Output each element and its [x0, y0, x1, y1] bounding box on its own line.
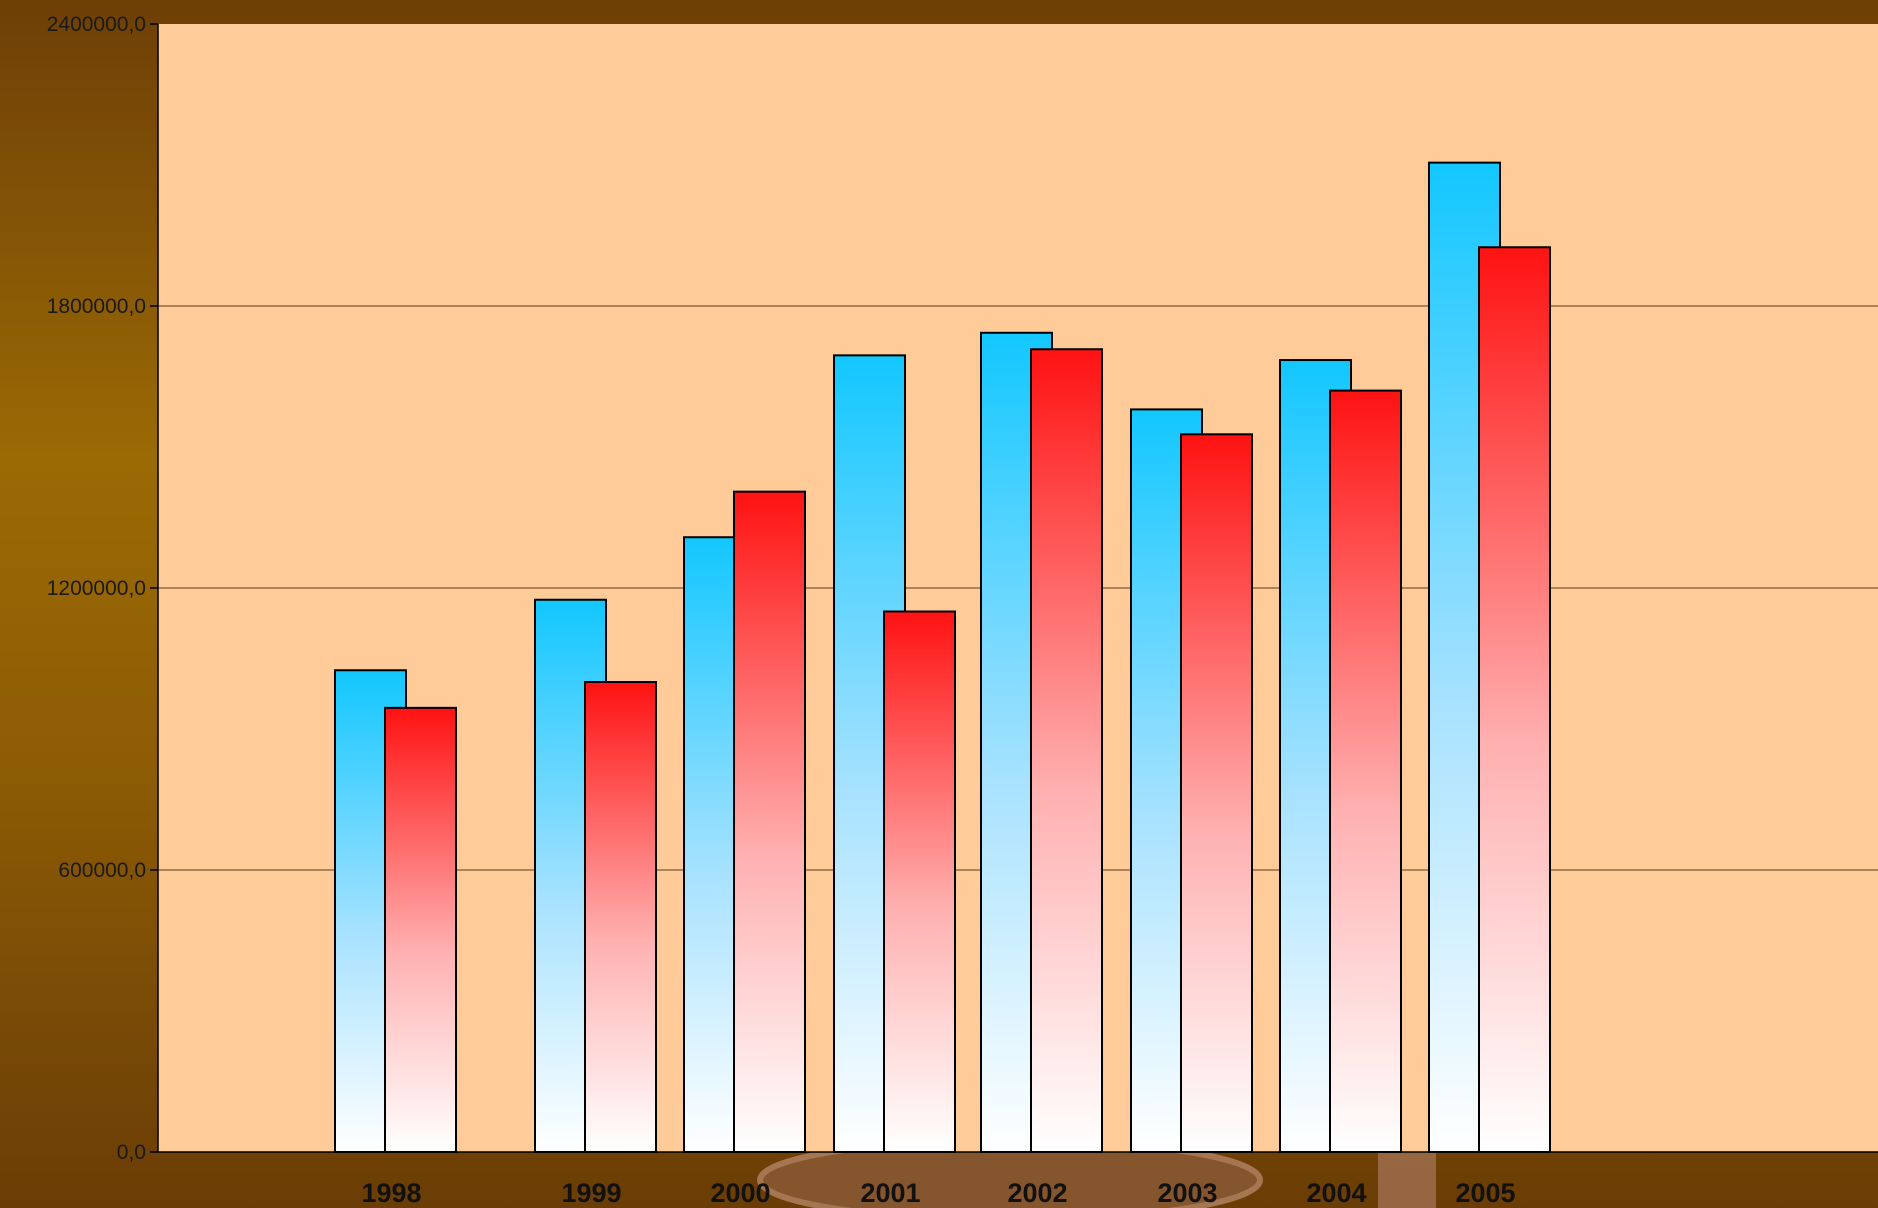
- x-tick-label: 1999: [561, 1178, 621, 1208]
- decorative-background: [757, 1137, 1436, 1208]
- bars: [334, 161, 1551, 1154]
- bar-2002-series-2: [1030, 348, 1103, 1153]
- y-tick-label: 2400000,0: [47, 13, 146, 36]
- x-axis-labels: 1998 1999 2000 2001 2002 2003 2004 2005: [361, 1178, 1515, 1208]
- bar-2005-series-2: [1478, 246, 1551, 1153]
- x-tick-label: 2002: [1007, 1178, 1067, 1208]
- x-tick-label: 2004: [1306, 1178, 1366, 1208]
- x-tick-label: 1998: [361, 1178, 421, 1208]
- x-tick-label: 2000: [710, 1178, 770, 1208]
- y-tick-label: 0,0: [117, 1141, 146, 1164]
- x-tick-label: 2005: [1455, 1178, 1515, 1208]
- bar-2004-series-2: [1329, 389, 1402, 1154]
- x-tick-label: 2003: [1157, 1178, 1217, 1208]
- y-tick-label: 1200000,0: [47, 577, 146, 600]
- bar-2000-series-2: [733, 490, 806, 1153]
- bar-1999-series-2: [584, 681, 657, 1153]
- y-tick-label: 600000,0: [58, 859, 146, 882]
- x-tick-label: 2001: [860, 1178, 920, 1208]
- bar-1998-series-2: [384, 706, 457, 1153]
- bar-2001-series-2: [883, 610, 956, 1153]
- y-tick-label: 1800000,0: [47, 295, 146, 318]
- bar-2003-series-2: [1180, 433, 1253, 1153]
- y-axis-ticks: 0,0 600000,0 1200000,0 1800000,0 2400000,0: [47, 13, 158, 1164]
